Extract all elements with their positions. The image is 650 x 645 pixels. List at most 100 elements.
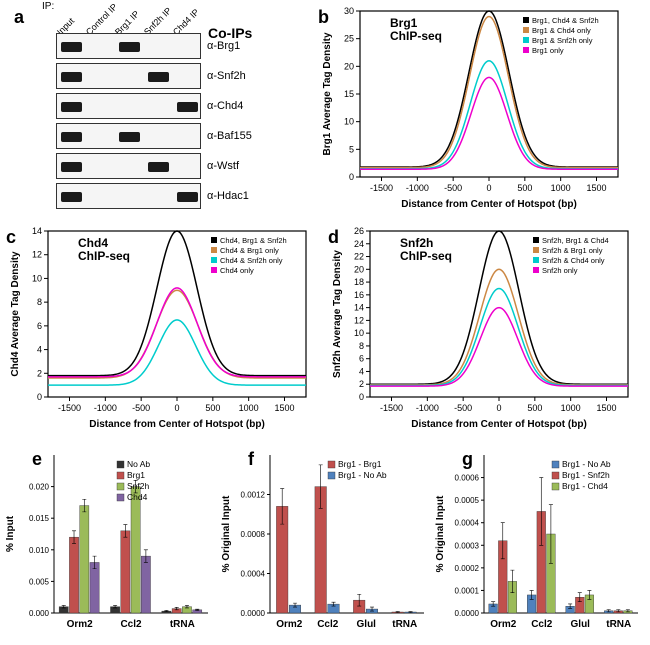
gel-row (56, 123, 201, 149)
svg-text:-1000: -1000 (416, 403, 439, 413)
svg-text:500: 500 (527, 403, 542, 413)
svg-text:Glul: Glul (571, 619, 591, 630)
svg-text:10: 10 (344, 117, 354, 127)
svg-text:0.015: 0.015 (29, 514, 50, 523)
gel-row (56, 183, 201, 209)
svg-text:0.0008: 0.0008 (241, 530, 266, 539)
svg-text:% Original Input: % Original Input (435, 495, 446, 572)
panel-c-label: c (6, 227, 16, 248)
antibody-label: α-Baf155 (207, 130, 252, 142)
svg-text:4: 4 (37, 345, 42, 355)
svg-text:30: 30 (344, 6, 354, 16)
panel-e-barchart: e 0.0000.0050.0100.0150.020Orm2Ccl2tRNAN… (2, 445, 217, 640)
svg-text:0.0012: 0.0012 (241, 491, 266, 500)
gel-row (56, 63, 201, 89)
svg-text:-500: -500 (444, 183, 462, 193)
svg-text:20: 20 (344, 61, 354, 71)
panel-a-title: Co-IPs (208, 25, 252, 41)
svg-text:-1500: -1500 (370, 183, 393, 193)
svg-text:tRNA: tRNA (392, 619, 417, 630)
gel-band (61, 102, 82, 112)
svg-text:1000: 1000 (239, 403, 259, 413)
svg-text:26: 26 (354, 226, 364, 236)
svg-text:Orm2: Orm2 (67, 619, 94, 630)
svg-text:Brg1 - Chd4: Brg1 - Chd4 (562, 481, 608, 491)
gel-row (56, 33, 201, 59)
svg-text:Snf2h, Brg1 & Chd4: Snf2h, Brg1 & Chd4 (542, 236, 609, 245)
svg-text:Snf2h: Snf2h (400, 236, 433, 250)
svg-text:4: 4 (359, 366, 364, 376)
svg-text:Chd4 & Snf2h only: Chd4 & Snf2h only (220, 256, 283, 265)
svg-text:No Ab: No Ab (127, 459, 150, 469)
svg-text:Distance from Center of Hotspo: Distance from Center of Hotspot (bp) (89, 419, 265, 430)
svg-text:Ccl2: Ccl2 (120, 619, 142, 630)
svg-text:10: 10 (32, 273, 42, 283)
svg-text:tRNA: tRNA (606, 619, 631, 630)
antibody-label: α-Brg1 (207, 40, 240, 52)
svg-text:Brg1 - Brg1: Brg1 - Brg1 (338, 459, 382, 469)
panel-g-label: g (462, 449, 473, 470)
panel-f-label: f (248, 449, 254, 470)
svg-text:Snf2h: Snf2h (127, 481, 149, 491)
svg-text:0: 0 (37, 392, 42, 402)
svg-text:1500: 1500 (274, 403, 294, 413)
gel-band (177, 192, 198, 202)
svg-text:Chd4: Chd4 (78, 236, 108, 250)
panel-a-label: a (14, 7, 24, 28)
svg-text:0.0004: 0.0004 (241, 570, 266, 579)
gel-band (148, 72, 169, 82)
svg-text:12: 12 (354, 315, 364, 325)
svg-text:Brg1 Average Tag Density: Brg1 Average Tag Density (322, 32, 333, 155)
svg-text:0: 0 (349, 172, 354, 182)
svg-text:1500: 1500 (596, 403, 616, 413)
panel-d-chart: -1500-1000-50005001000150002468101214161… (328, 223, 650, 431)
svg-text:2: 2 (37, 368, 42, 378)
svg-text:0.0000: 0.0000 (455, 609, 480, 618)
panel-a-coip: a Co-IPs IP: InputControl IPBrg1 IPSnf2h… (10, 3, 310, 218)
panel-d-label: d (328, 227, 339, 248)
svg-text:8: 8 (359, 341, 364, 351)
gel-band (148, 162, 169, 172)
gel-band (61, 42, 82, 52)
svg-text:10: 10 (354, 328, 364, 338)
ip-prefix: IP: (42, 1, 54, 12)
svg-text:0.0001: 0.0001 (455, 586, 480, 595)
svg-text:1500: 1500 (586, 183, 606, 193)
svg-text:Brg1: Brg1 (390, 16, 418, 30)
antibody-label: α-Snf2h (207, 70, 246, 82)
svg-text:0.0003: 0.0003 (455, 541, 480, 550)
svg-text:20: 20 (354, 264, 364, 274)
panel-e-label: e (32, 449, 42, 470)
svg-text:0.0006: 0.0006 (455, 474, 480, 483)
svg-text:0.020: 0.020 (29, 483, 50, 492)
svg-text:14: 14 (354, 303, 364, 313)
svg-text:Ccl2: Ccl2 (531, 619, 553, 630)
svg-text:22: 22 (354, 252, 364, 262)
gel-row (56, 153, 201, 179)
gel-band (61, 162, 82, 172)
svg-text:0.005: 0.005 (29, 577, 50, 586)
svg-text:Distance from Center of Hotspo: Distance from Center of Hotspot (bp) (401, 199, 577, 210)
svg-text:Chd4 only: Chd4 only (220, 266, 254, 275)
svg-text:ChIP-seq: ChIP-seq (390, 29, 442, 43)
svg-text:0: 0 (496, 403, 501, 413)
panel-b-brg1-chipseq: b -1500-1000-500050010001500051015202530… (318, 3, 640, 218)
svg-text:Ccl2: Ccl2 (317, 619, 339, 630)
gel-row (56, 93, 201, 119)
svg-text:6: 6 (37, 321, 42, 331)
panel-d-snf2h-chipseq: d -1500-1000-500050010001500024681012141… (328, 223, 650, 438)
svg-text:-1000: -1000 (94, 403, 117, 413)
svg-text:14: 14 (32, 226, 42, 236)
svg-text:Glul: Glul (357, 619, 377, 630)
svg-text:Brg1 - No Ab: Brg1 - No Ab (562, 459, 611, 469)
antibody-label: α-Hdac1 (207, 190, 249, 202)
svg-text:2: 2 (359, 379, 364, 389)
svg-text:Snf2h & Brg1 only: Snf2h & Brg1 only (542, 246, 603, 255)
svg-text:5: 5 (349, 144, 354, 154)
svg-text:Distance from Center of Hotspo: Distance from Center of Hotspot (bp) (411, 419, 587, 430)
svg-text:Brg1 only: Brg1 only (532, 46, 564, 55)
svg-text:1000: 1000 (551, 183, 571, 193)
svg-text:Snf2h & Chd4 only: Snf2h & Chd4 only (542, 256, 605, 265)
svg-text:Brg1 & Chd4 only: Brg1 & Chd4 only (532, 26, 591, 35)
panel-e-chart: 0.0000.0050.0100.0150.020Orm2Ccl2tRNANo … (2, 445, 217, 637)
